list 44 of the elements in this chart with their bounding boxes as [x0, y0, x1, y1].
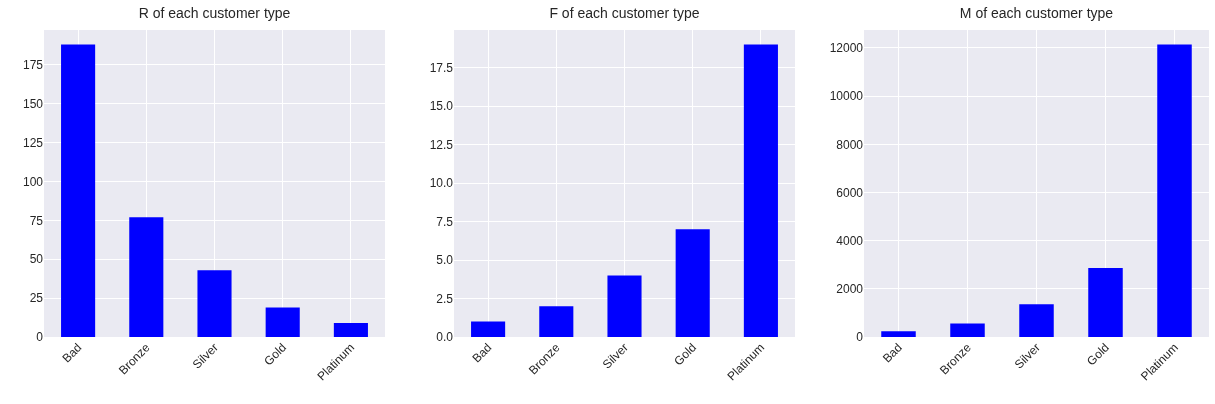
bar [129, 217, 164, 337]
y-tick-label: 0 [856, 330, 864, 345]
y-tick-label: 10.0 [429, 176, 454, 191]
bar [607, 275, 642, 337]
y-tick-label: 2.5 [436, 291, 454, 306]
y-tick-label: 0.0 [436, 330, 454, 345]
y-tick-label: 2000 [836, 282, 864, 297]
y-tick-label: 50 [29, 252, 44, 267]
bar [743, 44, 778, 337]
y-tick-label: 0 [36, 330, 44, 345]
bar [197, 270, 232, 337]
y-tick-label: 10000 [829, 89, 864, 104]
y-tick-label: 7.5 [436, 214, 454, 229]
y-tick-label: 12.5 [429, 137, 454, 152]
y-tick-label: 17.5 [429, 60, 454, 75]
bar [950, 323, 985, 337]
chart-title: F of each customer type [549, 4, 700, 21]
y-tick-label: 8000 [836, 137, 864, 152]
x-tick-label: Bad [469, 340, 495, 366]
chart-title: R of each customer type [138, 4, 291, 21]
x-tick-label: Bad [59, 340, 85, 366]
bar [539, 306, 574, 337]
y-tick-label: 4000 [836, 233, 864, 248]
bar [471, 321, 506, 337]
bar [1157, 44, 1192, 337]
bar [1019, 304, 1054, 337]
chart-title: M of each customer type [959, 4, 1114, 21]
y-tick-label: 6000 [836, 185, 864, 200]
y-tick-label: 75 [29, 213, 44, 228]
y-tick-label: 15.0 [429, 99, 454, 114]
x-tick-label: Bad [879, 340, 905, 366]
y-tick-label: 100 [22, 174, 44, 189]
bar [1088, 268, 1123, 337]
bar [333, 323, 368, 337]
y-tick-label: 125 [22, 135, 44, 150]
bar [265, 307, 300, 337]
y-tick-label: 150 [22, 96, 44, 111]
bar [61, 44, 96, 337]
bar [675, 229, 710, 337]
y-tick-label: 12000 [829, 41, 864, 56]
y-tick-label: 5.0 [436, 253, 454, 268]
y-tick-label: 25 [29, 291, 44, 306]
y-tick-label: 175 [22, 58, 44, 73]
bar [881, 331, 916, 337]
